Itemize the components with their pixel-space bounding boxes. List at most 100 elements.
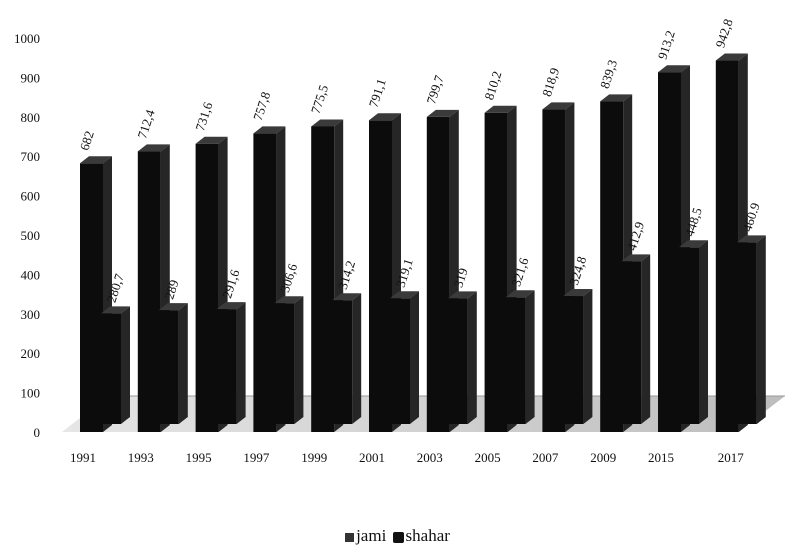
bar-shahar	[736, 235, 766, 424]
bar-jami-front	[195, 143, 219, 432]
y-tick-label: 1000	[14, 31, 40, 46]
x-tick-label: 2005	[475, 450, 501, 465]
data-label-jami: 818,9	[539, 66, 562, 98]
legend-label-shahar: shahar	[405, 526, 450, 545]
bar-shahar	[101, 306, 130, 424]
bar-shahar-front	[563, 296, 584, 424]
bar-shahar-front	[621, 261, 642, 424]
bar-shahar-front	[447, 298, 468, 424]
bar-jami-top	[715, 53, 748, 61]
data-label-jami: 775,5	[308, 83, 331, 115]
bar-shahar-side	[121, 306, 130, 424]
bar-shahar-top	[274, 296, 304, 304]
bar-shahar-front	[736, 242, 757, 424]
bar-shahar-side	[699, 240, 708, 424]
bar-shahar	[390, 291, 419, 424]
bar-shahar-side	[178, 303, 188, 424]
y-tick-label: 600	[21, 189, 41, 204]
data-label-jami: 791,1	[366, 77, 389, 109]
bar-jami-top	[426, 109, 459, 117]
data-label-jami: 799,7	[423, 73, 446, 106]
bar-jami-top	[484, 105, 517, 113]
bar-shahar-top	[505, 290, 535, 298]
bar-shahar-top	[563, 289, 593, 297]
bar-shahar-side	[525, 290, 535, 424]
bar-shahar-front	[505, 297, 526, 424]
bar-shahar-side	[352, 293, 362, 424]
bar-jami-front	[253, 133, 277, 432]
bar-shahar	[447, 291, 477, 424]
x-axis: 1991 1993 1995 1997 1999 2001 2003 2005 2007 2009…	[70, 450, 744, 465]
bar-shahar-front	[216, 309, 237, 424]
y-tick-label: 500	[21, 228, 41, 243]
bar-shahar-front	[101, 313, 121, 424]
data-label-jami: 913,2	[655, 29, 678, 61]
bar-jami-front	[426, 116, 450, 432]
bar-shahar-side	[410, 291, 419, 424]
bar-jami-front	[369, 120, 392, 432]
bar-jami-front	[715, 60, 739, 432]
x-tick-label: 2001	[359, 450, 385, 465]
bar-jami-top	[600, 94, 633, 102]
bar-shahar	[332, 293, 362, 424]
data-label-shahar: 289	[161, 278, 181, 301]
x-tick-label: 1993	[128, 450, 154, 465]
x-tick-label: 1995	[186, 450, 212, 465]
bar-jami-front	[80, 163, 103, 433]
bar-shahar-side	[583, 289, 593, 424]
bar-shahar	[679, 240, 708, 424]
x-tick-label: 1999	[301, 450, 327, 465]
x-tick-label: 2009	[590, 450, 616, 465]
bar-shahar-front	[274, 303, 295, 424]
y-axis: 0 100 200 300 400 500 600 700 800 900 1000	[14, 31, 40, 440]
bar-jami-top	[137, 144, 170, 152]
bar-shahar-front	[390, 298, 410, 424]
bars-group	[80, 53, 766, 433]
legend-swatch-shahar	[392, 531, 404, 543]
bar-jami-front	[484, 112, 508, 433]
bar-shahar	[621, 254, 651, 424]
bar-jami-top	[658, 65, 690, 73]
bar-jami-top	[195, 136, 228, 144]
y-tick-label: 100	[21, 386, 41, 401]
bar-shahar-side	[294, 296, 304, 424]
y-tick-label: 700	[21, 149, 41, 164]
legend-swatch-jami	[345, 532, 355, 542]
x-tick-label: 2007	[532, 450, 559, 465]
data-label-jami: 757,8	[250, 90, 273, 122]
bar-shahar-top	[332, 293, 362, 301]
x-tick-label: 2015	[648, 450, 674, 465]
bar-jami-front	[311, 126, 335, 432]
data-label-jami: 942,8	[712, 17, 735, 49]
bar-jami-top	[542, 102, 575, 110]
y-tick-label: 400	[21, 267, 41, 282]
x-tick-label: 2017	[718, 450, 745, 465]
y-tick-label: 800	[21, 110, 41, 125]
y-tick-label: 0	[34, 425, 41, 440]
bar-jami-top	[369, 113, 401, 121]
bar-shahar-top	[621, 254, 651, 262]
bar-jami-front	[542, 109, 566, 433]
data-label-shahar: 319	[450, 266, 470, 289]
bar-shahar-top	[447, 291, 477, 299]
x-tick-label: 1997	[243, 450, 270, 465]
bar-jami-top	[311, 119, 344, 127]
bar-shahar-front	[332, 300, 353, 424]
bar-shahar-front	[679, 247, 699, 424]
bar-shahar-top	[216, 302, 246, 310]
data-label-jami: 731,6	[192, 100, 215, 133]
bar-jami-front	[137, 151, 161, 433]
bar-shahar-front	[158, 310, 179, 424]
data-label-jami: 682	[77, 129, 97, 152]
x-tick-label: 1991	[70, 450, 96, 465]
legend-label-jami: jami	[356, 526, 387, 545]
bar-shahar	[505, 290, 535, 424]
bar-shahar-top	[679, 240, 708, 248]
bar-jami-front	[658, 72, 681, 432]
bar-jami-front	[600, 101, 624, 433]
bar-jami-top	[253, 126, 286, 134]
bar-shahar-side	[467, 291, 477, 424]
data-label-jami: 810,2	[481, 69, 504, 101]
y-tick-label: 200	[21, 346, 41, 361]
